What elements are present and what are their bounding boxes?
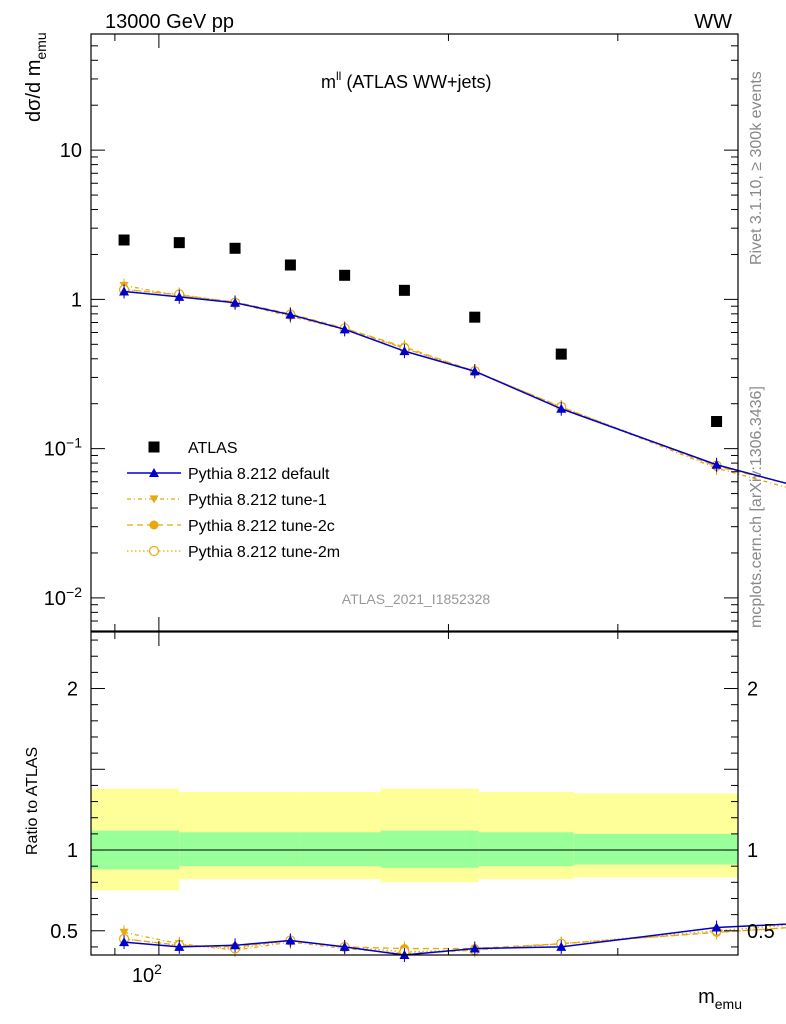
y-tick-label: 10 <box>60 140 82 162</box>
analysis-id: ATLAS_2021_I1852328 <box>342 591 491 607</box>
legend-marker <box>149 520 159 530</box>
data-point <box>555 348 567 360</box>
data-point <box>711 415 723 427</box>
legend-label: ATLAS <box>188 440 238 457</box>
data-point <box>285 309 296 319</box>
data-point <box>339 269 351 281</box>
chart-title: mll (ATLAS WW+jets) <box>321 69 492 92</box>
ratio-frame <box>90 631 739 956</box>
legend-label: Pythia 8.212 default <box>188 466 330 483</box>
legend-marker <box>148 545 160 557</box>
x-axis-label-main: m <box>698 986 715 1008</box>
ratio-bands <box>91 788 738 891</box>
legend-label: Pythia 8.212 tune-2c <box>188 518 335 535</box>
header-left: 13000 GeV pp <box>105 11 234 33</box>
data-point <box>711 459 722 469</box>
ratio-point <box>230 940 241 950</box>
ratio-tick-label: 2 <box>747 679 758 701</box>
ratio-band-inner <box>179 832 300 867</box>
x-axis-label: memu <box>698 986 742 1012</box>
ratio-point <box>469 943 480 953</box>
ratio-point <box>119 937 130 947</box>
y-axis-label-sub: emu <box>33 32 49 59</box>
data-point <box>469 366 480 376</box>
y-tick-label: 10−2 <box>44 584 82 610</box>
data-point <box>556 403 567 413</box>
y-axis-label-main: dσ/d m <box>23 60 45 122</box>
data-point <box>469 311 481 323</box>
ratio-band-inner <box>478 832 574 867</box>
ratio-point <box>711 922 722 932</box>
main-series <box>118 234 786 488</box>
ratio-point <box>174 941 185 951</box>
ratio-band-inner <box>299 832 381 867</box>
rivet-label: Rivet 3.1.10, ≥ 300k events <box>748 71 765 265</box>
data-point <box>230 297 241 307</box>
legend-marker <box>148 441 160 453</box>
ratio-tick-label: 0.5 <box>747 921 775 943</box>
header-right: WW <box>694 11 732 33</box>
ratio-tick-label: 2 <box>67 679 78 701</box>
data-point <box>119 286 130 296</box>
series-line <box>123 288 786 484</box>
legend-label: Pythia 8.212 tune-2m <box>188 544 340 561</box>
axes: 10−2 10−1 1 10 102 0.5 0.5 1 1 2 2 <box>44 33 775 987</box>
legend-marker <box>149 495 159 504</box>
ratio-tick-label: 1 <box>67 840 78 862</box>
mcplots-label: mcplots.cern.ch [arXiv:1306.3436] <box>748 386 765 628</box>
x-tick-label: 102 <box>132 961 162 987</box>
legend-marker <box>149 468 159 477</box>
ratio-line <box>123 923 786 956</box>
ratio-band-inner <box>380 830 479 868</box>
data-point <box>118 234 130 246</box>
legend: ATLAS Pythia 8.212 default Pythia 8.212 tu… <box>127 440 340 561</box>
series-line <box>123 290 786 485</box>
x-axis-label-sub: emu <box>715 996 742 1012</box>
chart-title-rest: (ATLAS WW+jets) <box>341 72 491 92</box>
ratio-band-inner <box>693 833 738 865</box>
data-point <box>339 324 350 334</box>
ratio-point <box>556 941 567 951</box>
data-point <box>284 259 296 271</box>
chart-title-sup: ll <box>336 69 341 83</box>
data-point <box>398 284 410 296</box>
chart-title-main: m <box>321 72 336 92</box>
ratio-tick-label: 0.5 <box>50 921 78 943</box>
y-axis-label: dσ/d memu <box>23 32 49 122</box>
main-frame <box>90 33 739 632</box>
ratio-tick-label: 1 <box>747 840 758 862</box>
data-point <box>399 346 410 356</box>
legend-label: Pythia 8.212 tune-1 <box>188 492 327 509</box>
data-point <box>174 291 185 301</box>
data-point <box>229 242 241 254</box>
y-tick-label: 10−1 <box>44 435 82 461</box>
data-point <box>173 237 185 249</box>
y-tick-label: 1 <box>71 289 82 311</box>
ratio-series <box>118 920 786 962</box>
ratio-band-inner <box>573 833 694 865</box>
ratio-point <box>285 935 296 945</box>
ratio-point <box>339 941 350 951</box>
ratio-y-axis-label: Ratio to ATLAS <box>24 747 41 855</box>
